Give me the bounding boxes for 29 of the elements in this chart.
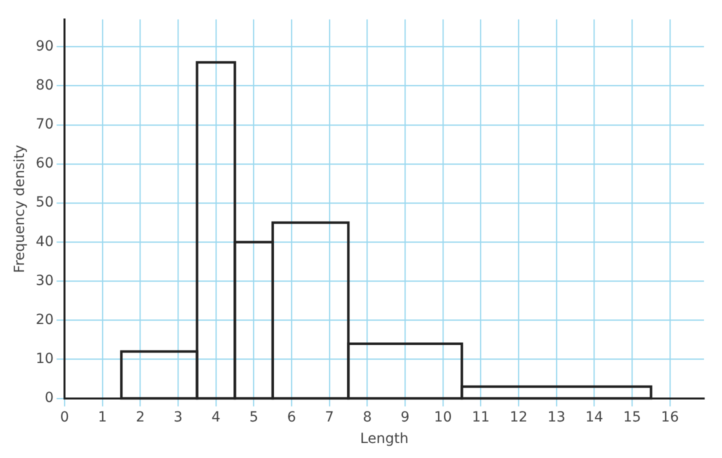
x-tick-label: 12 bbox=[510, 409, 528, 426]
y-axis-title: Frequency density bbox=[12, 144, 28, 273]
x-tick-label: 5 bbox=[249, 409, 258, 426]
y-tick-label: 60 bbox=[36, 156, 54, 172]
x-tick-label: 3 bbox=[174, 409, 183, 426]
x-tick-label: 8 bbox=[362, 409, 372, 426]
y-tick-label: 10 bbox=[36, 350, 54, 367]
x-tick-label: 7 bbox=[324, 409, 334, 426]
x-tick-label: 11 bbox=[472, 409, 490, 426]
x-tick-label: 14 bbox=[585, 409, 604, 426]
x-tick-label: 1 bbox=[98, 409, 107, 426]
x-tick-label: 15 bbox=[623, 409, 642, 426]
y-tick-label: 20 bbox=[36, 312, 54, 328]
y-tick-label: 50 bbox=[36, 194, 54, 211]
x-tick-label: 0 bbox=[60, 409, 70, 426]
x-tick-label: 2 bbox=[136, 409, 145, 426]
x-tick-label: 9 bbox=[400, 409, 410, 426]
y-tick-label: 0 bbox=[44, 390, 54, 406]
y-tick-label: 90 bbox=[36, 38, 54, 54]
y-tick-label: 40 bbox=[36, 234, 54, 250]
x-tick-label: 13 bbox=[548, 409, 566, 426]
x-tick-label: 10 bbox=[434, 409, 452, 426]
y-tick-label: 70 bbox=[36, 116, 54, 133]
y-tick-label: 30 bbox=[36, 272, 54, 289]
x-tick-label: 16 bbox=[661, 409, 679, 426]
x-axis-title: Length bbox=[360, 431, 408, 448]
x-tick-label: 4 bbox=[211, 409, 220, 426]
y-tick-label: 80 bbox=[36, 77, 54, 94]
x-tick-label: 6 bbox=[287, 409, 296, 426]
